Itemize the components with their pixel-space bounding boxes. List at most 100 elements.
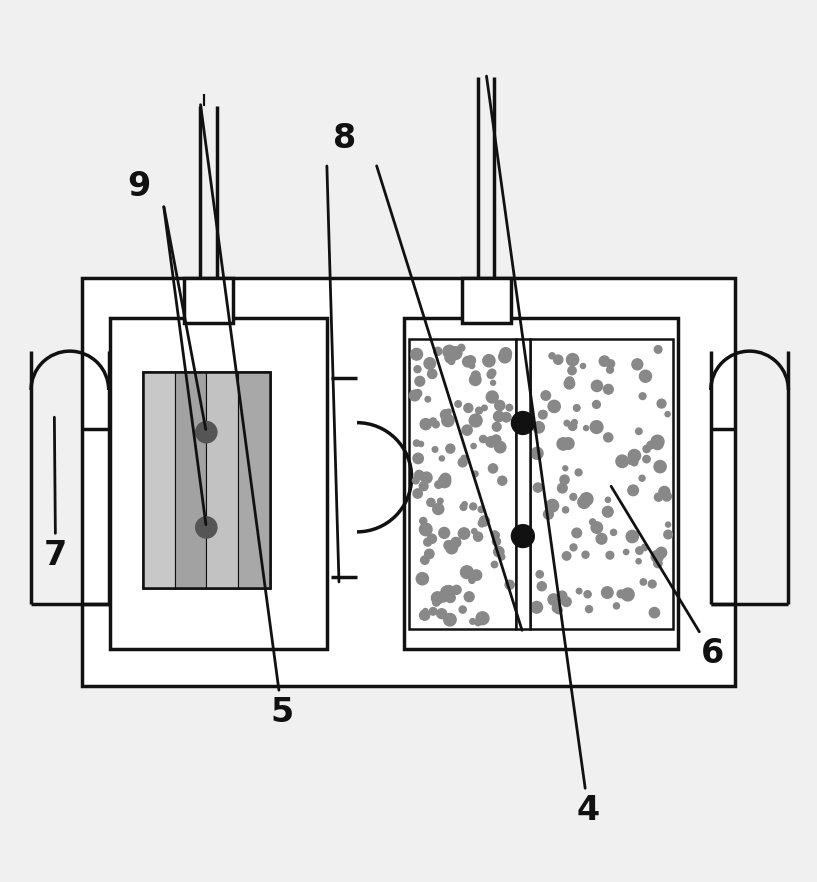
Circle shape (636, 428, 642, 435)
Circle shape (565, 377, 574, 385)
Circle shape (469, 363, 475, 369)
Circle shape (575, 469, 582, 475)
Circle shape (563, 466, 568, 471)
Circle shape (459, 606, 467, 613)
Circle shape (474, 532, 483, 542)
Circle shape (458, 458, 467, 467)
Circle shape (415, 377, 425, 386)
Circle shape (455, 400, 462, 407)
Circle shape (643, 455, 650, 463)
Circle shape (601, 587, 613, 598)
Circle shape (491, 435, 501, 445)
Bar (82, 278, 735, 686)
Text: 4: 4 (486, 76, 600, 826)
Circle shape (500, 348, 511, 359)
Circle shape (580, 363, 586, 369)
Circle shape (650, 608, 659, 617)
Circle shape (664, 530, 672, 539)
Circle shape (536, 571, 543, 578)
Circle shape (583, 426, 588, 430)
Circle shape (494, 442, 506, 452)
Bar (206, 371, 238, 588)
Circle shape (562, 437, 574, 449)
Circle shape (421, 472, 432, 483)
Circle shape (549, 353, 555, 359)
Circle shape (478, 506, 484, 512)
Circle shape (617, 590, 625, 598)
Circle shape (461, 455, 467, 460)
Circle shape (651, 550, 663, 563)
Circle shape (464, 592, 474, 602)
Circle shape (449, 347, 462, 360)
Circle shape (654, 559, 662, 568)
Circle shape (464, 403, 473, 413)
Circle shape (578, 496, 590, 508)
Circle shape (491, 561, 498, 568)
Circle shape (445, 352, 456, 363)
Circle shape (570, 494, 577, 500)
Circle shape (445, 593, 455, 602)
Circle shape (592, 400, 600, 408)
Circle shape (622, 588, 634, 601)
Bar (110, 318, 327, 649)
Circle shape (414, 366, 421, 373)
Circle shape (531, 602, 542, 613)
Circle shape (411, 348, 422, 360)
Circle shape (591, 522, 603, 534)
Circle shape (652, 438, 663, 450)
Circle shape (636, 558, 641, 564)
Circle shape (418, 441, 423, 446)
Circle shape (458, 527, 470, 539)
Circle shape (498, 443, 505, 451)
Circle shape (486, 391, 498, 403)
Circle shape (446, 409, 451, 415)
Circle shape (449, 358, 454, 364)
Circle shape (627, 485, 638, 496)
Circle shape (469, 414, 482, 427)
Circle shape (639, 475, 645, 482)
Bar (238, 371, 270, 588)
Circle shape (466, 355, 475, 365)
Circle shape (498, 476, 507, 485)
Circle shape (471, 528, 477, 534)
Circle shape (506, 404, 512, 411)
Circle shape (492, 531, 498, 537)
Circle shape (576, 588, 582, 594)
Circle shape (606, 360, 614, 368)
Circle shape (586, 606, 592, 613)
Circle shape (616, 455, 628, 467)
Circle shape (440, 474, 451, 484)
Circle shape (562, 551, 571, 560)
Circle shape (413, 453, 423, 464)
Circle shape (432, 446, 438, 452)
Circle shape (654, 460, 666, 473)
Circle shape (541, 391, 551, 400)
Circle shape (413, 489, 422, 498)
Circle shape (460, 504, 467, 511)
Circle shape (443, 345, 456, 358)
Circle shape (475, 619, 481, 625)
Bar (143, 371, 270, 588)
Circle shape (546, 499, 559, 512)
Circle shape (662, 492, 672, 501)
Circle shape (425, 396, 431, 402)
Circle shape (462, 502, 467, 507)
Circle shape (498, 350, 511, 363)
Text: 5: 5 (200, 105, 293, 729)
Bar (143, 371, 270, 588)
Circle shape (534, 483, 542, 492)
Circle shape (419, 523, 432, 535)
Circle shape (493, 532, 499, 538)
Circle shape (590, 421, 603, 433)
Circle shape (654, 346, 662, 354)
Circle shape (430, 418, 436, 425)
Circle shape (560, 475, 569, 484)
Circle shape (471, 444, 476, 449)
Circle shape (569, 422, 577, 430)
Circle shape (419, 482, 428, 490)
Circle shape (424, 538, 431, 546)
Circle shape (649, 580, 656, 588)
Bar (143, 371, 175, 588)
Circle shape (511, 412, 534, 435)
Circle shape (502, 413, 511, 422)
